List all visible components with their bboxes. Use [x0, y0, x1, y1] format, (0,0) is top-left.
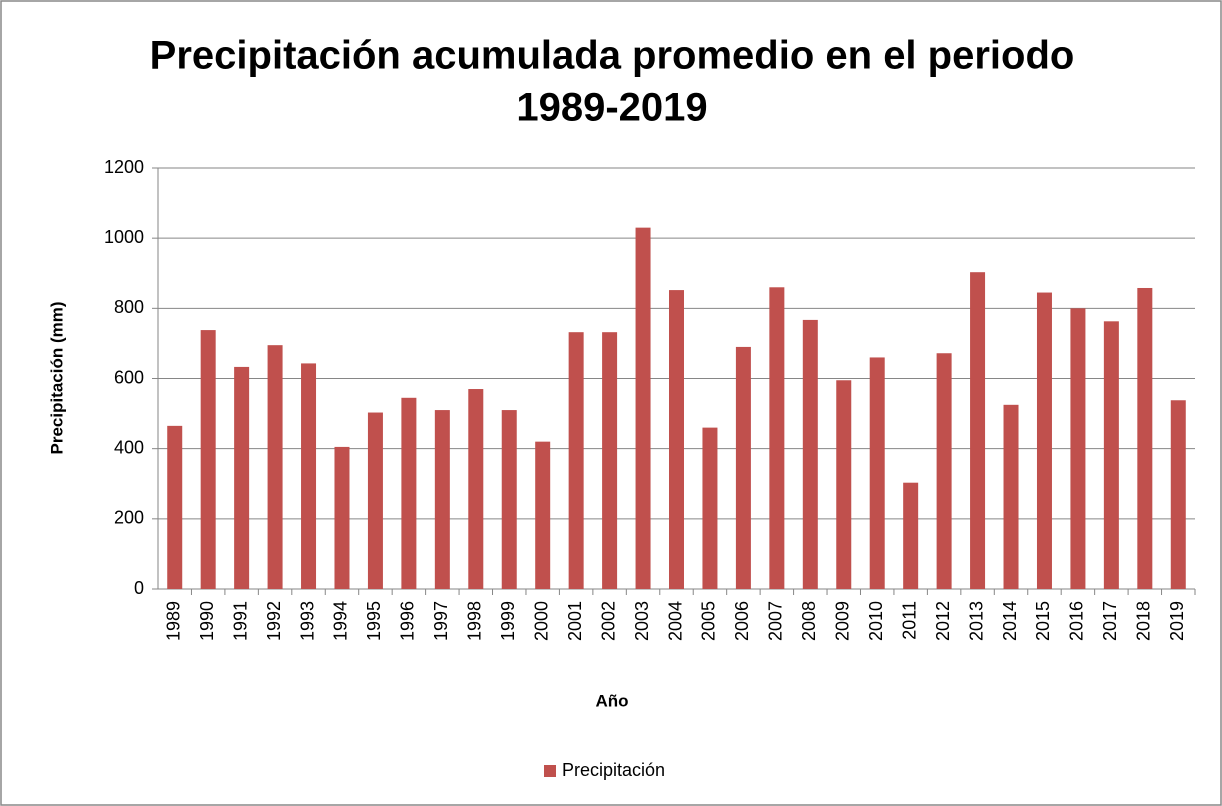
x-tick-label: 2019	[1167, 601, 1187, 641]
x-tick-label: 2007	[766, 601, 786, 641]
bar	[167, 425, 183, 589]
y-tick-label: 800	[114, 297, 144, 317]
bar	[200, 330, 216, 589]
x-tick-label: 1990	[197, 601, 217, 641]
x-tick-label: 2002	[598, 601, 618, 641]
y-tick-label: 400	[114, 437, 144, 457]
x-tick-label: 1999	[498, 601, 518, 641]
x-tick-label: 2011	[899, 601, 919, 640]
y-tick-label: 600	[114, 367, 144, 387]
y-tick-label: 1000	[104, 227, 144, 247]
x-tick-label: 1994	[331, 601, 351, 641]
bar	[735, 346, 751, 589]
legend-label: Precipitación	[562, 760, 665, 780]
x-tick-label: 2001	[565, 601, 585, 641]
bar	[802, 319, 818, 589]
bar	[568, 332, 584, 589]
y-tick-label: 1200	[104, 157, 144, 177]
bar	[1170, 400, 1186, 589]
bar	[702, 427, 718, 589]
bar	[434, 410, 450, 589]
x-tick-label: 2014	[1000, 601, 1020, 641]
x-tick-label: 2003	[632, 601, 652, 641]
chart-title: Precipitación acumulada promedio en el p…	[150, 34, 1075, 78]
y-tick-label: 0	[134, 578, 144, 598]
x-tick-label: 2012	[933, 601, 953, 641]
bar	[234, 366, 250, 589]
legend-swatch	[544, 765, 556, 777]
bar	[635, 227, 651, 589]
bar	[669, 290, 684, 589]
bar	[501, 410, 517, 589]
x-axis-title: Año	[595, 691, 628, 710]
bar	[1003, 404, 1019, 589]
x-tick-label: 2018	[1134, 601, 1154, 641]
x-tick-label: 2009	[833, 601, 853, 641]
bar	[1070, 308, 1086, 589]
x-tick-label: 1996	[398, 601, 418, 641]
bar	[1103, 321, 1119, 589]
bar	[869, 357, 885, 589]
bar	[401, 397, 417, 589]
x-tick-label: 2006	[732, 601, 752, 641]
bar	[836, 380, 852, 589]
x-tick-label: 1992	[264, 601, 284, 641]
bar	[903, 482, 919, 589]
bar	[367, 412, 383, 589]
bar	[602, 332, 618, 589]
x-tick-label: 1997	[431, 601, 451, 641]
x-tick-label: 2017	[1100, 601, 1120, 641]
bar	[1137, 287, 1153, 589]
x-tick-label: 1989	[163, 601, 183, 641]
bar	[267, 345, 283, 589]
bar	[936, 353, 952, 589]
x-tick-label: 2016	[1067, 601, 1087, 641]
bar	[334, 446, 350, 589]
bar	[769, 287, 785, 589]
chart-title: 1989-2019	[516, 86, 707, 130]
x-tick-label: 1998	[465, 601, 485, 641]
x-tick-label: 2000	[531, 601, 551, 641]
x-tick-label: 1991	[230, 601, 250, 641]
y-tick-label: 200	[114, 508, 144, 528]
x-tick-label: 2005	[699, 601, 719, 641]
bar	[970, 272, 986, 589]
x-tick-label: 2010	[866, 601, 886, 641]
x-tick-label: 2015	[1033, 601, 1053, 641]
bar	[1036, 292, 1052, 589]
x-tick-label: 1995	[364, 601, 384, 641]
bar	[468, 389, 484, 589]
bar	[301, 363, 317, 589]
x-tick-label: 2004	[665, 601, 685, 641]
bar	[535, 441, 551, 589]
y-axis-title: Precipitación (mm)	[47, 301, 66, 454]
x-tick-label: 2013	[966, 601, 986, 641]
x-tick-label: 1993	[297, 601, 317, 641]
x-tick-label: 2008	[799, 601, 819, 641]
